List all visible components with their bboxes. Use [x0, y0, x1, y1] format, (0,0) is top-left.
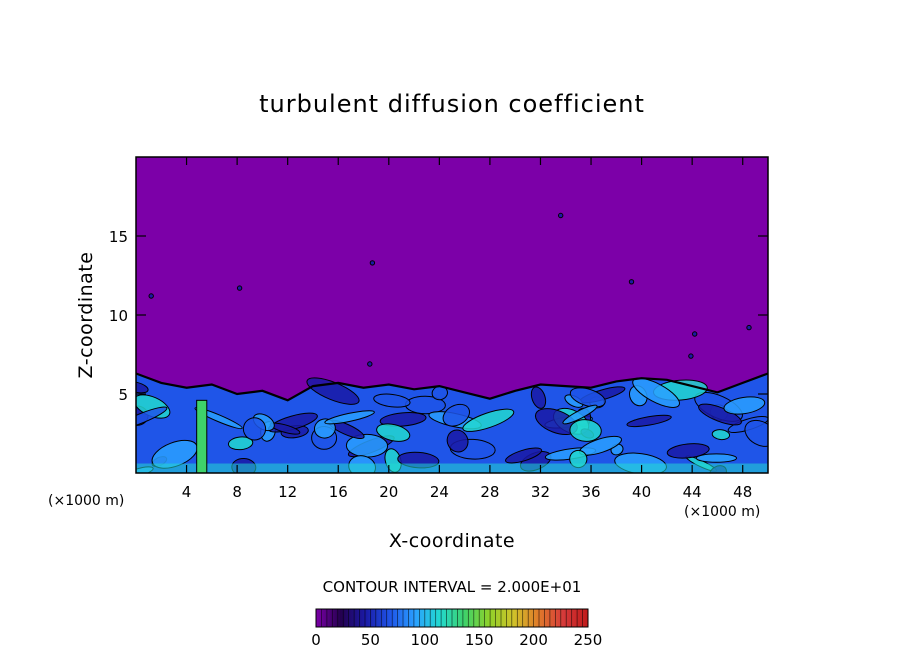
- x-tick-label: 16: [329, 483, 348, 501]
- eddy-contour: [695, 453, 738, 463]
- x-left-unit-label: (×1000 m): [48, 493, 124, 509]
- colorbar-tick-labels: 0 50 100 150 200 250: [311, 631, 602, 649]
- x-tick-label: 28: [480, 483, 499, 501]
- eddy-contour: [376, 423, 411, 442]
- colorbar-tick-label: 0: [311, 631, 321, 649]
- eddy-contour: [462, 408, 515, 432]
- isolated-contour: [148, 293, 154, 299]
- eddy-contour: [446, 429, 469, 453]
- colorbar-tick-label: 250: [574, 631, 603, 649]
- plot-area: [136, 157, 768, 473]
- isolated-contour: [236, 285, 243, 291]
- x-tick-label: 20: [379, 483, 398, 501]
- x-tick-label: 12: [278, 483, 297, 501]
- eddy-contour: [711, 429, 731, 441]
- x-axis-ticks: 4 8 12 16 20 24 28 32 36 40 44 48: [182, 157, 752, 501]
- isolated-contour: [746, 324, 752, 331]
- eddy-contour: [227, 436, 254, 451]
- eddy-contour: [626, 414, 672, 428]
- x-right-unit-label: (×1000 m): [684, 504, 760, 520]
- contour-interval-label: CONTOUR INTERVAL = 2.000E+01: [323, 578, 582, 596]
- eddy-contour: [562, 404, 598, 425]
- updraft-column: [196, 399, 208, 473]
- x-tick-label: 40: [632, 483, 651, 501]
- chart-title: turbulent diffusion coefficient: [259, 90, 645, 118]
- eddy-contour: [505, 447, 543, 464]
- x-tick-label: 24: [430, 483, 449, 501]
- y-tick-label: 5: [118, 386, 128, 404]
- boundary-layer-contour: [136, 372, 768, 402]
- colorbar-level-lines: [315, 609, 589, 627]
- colorbar-tick-label: 100: [410, 631, 439, 649]
- x-tick-label: 36: [581, 483, 600, 501]
- isolated-contour: [688, 353, 694, 359]
- eddy-contour: [744, 419, 768, 447]
- isolated-contour: [692, 331, 698, 337]
- y-tick-label: 15: [109, 228, 128, 246]
- y-axis-ticks: 5 10 15: [109, 228, 768, 404]
- colorbar: 0 50 100 150 200 250: [311, 608, 602, 649]
- x-axis-label: X-coordinate: [389, 530, 515, 552]
- isolated-contour: [367, 361, 373, 367]
- eddy-contour: [666, 443, 710, 459]
- eddy-contour: [242, 417, 267, 441]
- isolated-contour: [558, 212, 564, 219]
- eddy-contour: [530, 386, 547, 409]
- x-tick-label: 32: [531, 483, 550, 501]
- eddy-contour: [442, 403, 470, 427]
- eddy-contour: [569, 419, 602, 442]
- colorbar-tick-label: 200: [519, 631, 548, 649]
- eddy-contour: [136, 406, 168, 430]
- eddy-contour: [632, 377, 680, 408]
- isolated-contour: [369, 260, 376, 266]
- eddy-contour: [324, 410, 375, 425]
- colorbar-tick-label: 150: [465, 631, 494, 649]
- eddy-contour: [373, 393, 411, 408]
- eddy-contour: [569, 387, 606, 408]
- isolated-contours: [148, 212, 752, 367]
- y-axis-label: Z-coordinate: [75, 252, 97, 379]
- eddy-contour: [379, 412, 427, 427]
- x-tick-label: 4: [182, 483, 192, 501]
- turbulent-eddies: [136, 377, 768, 473]
- y-tick-label: 10: [109, 307, 128, 325]
- surface-layer-band: [136, 463, 768, 473]
- x-tick-label: 8: [232, 483, 242, 501]
- x-tick-label: 48: [733, 483, 752, 501]
- x-tick-label: 44: [683, 483, 702, 501]
- eddy-contour: [136, 381, 149, 394]
- eddy-contour: [698, 403, 742, 426]
- colorbar-tick-label: 50: [361, 631, 380, 649]
- eddy-contour: [723, 396, 766, 415]
- isolated-contour: [628, 279, 635, 285]
